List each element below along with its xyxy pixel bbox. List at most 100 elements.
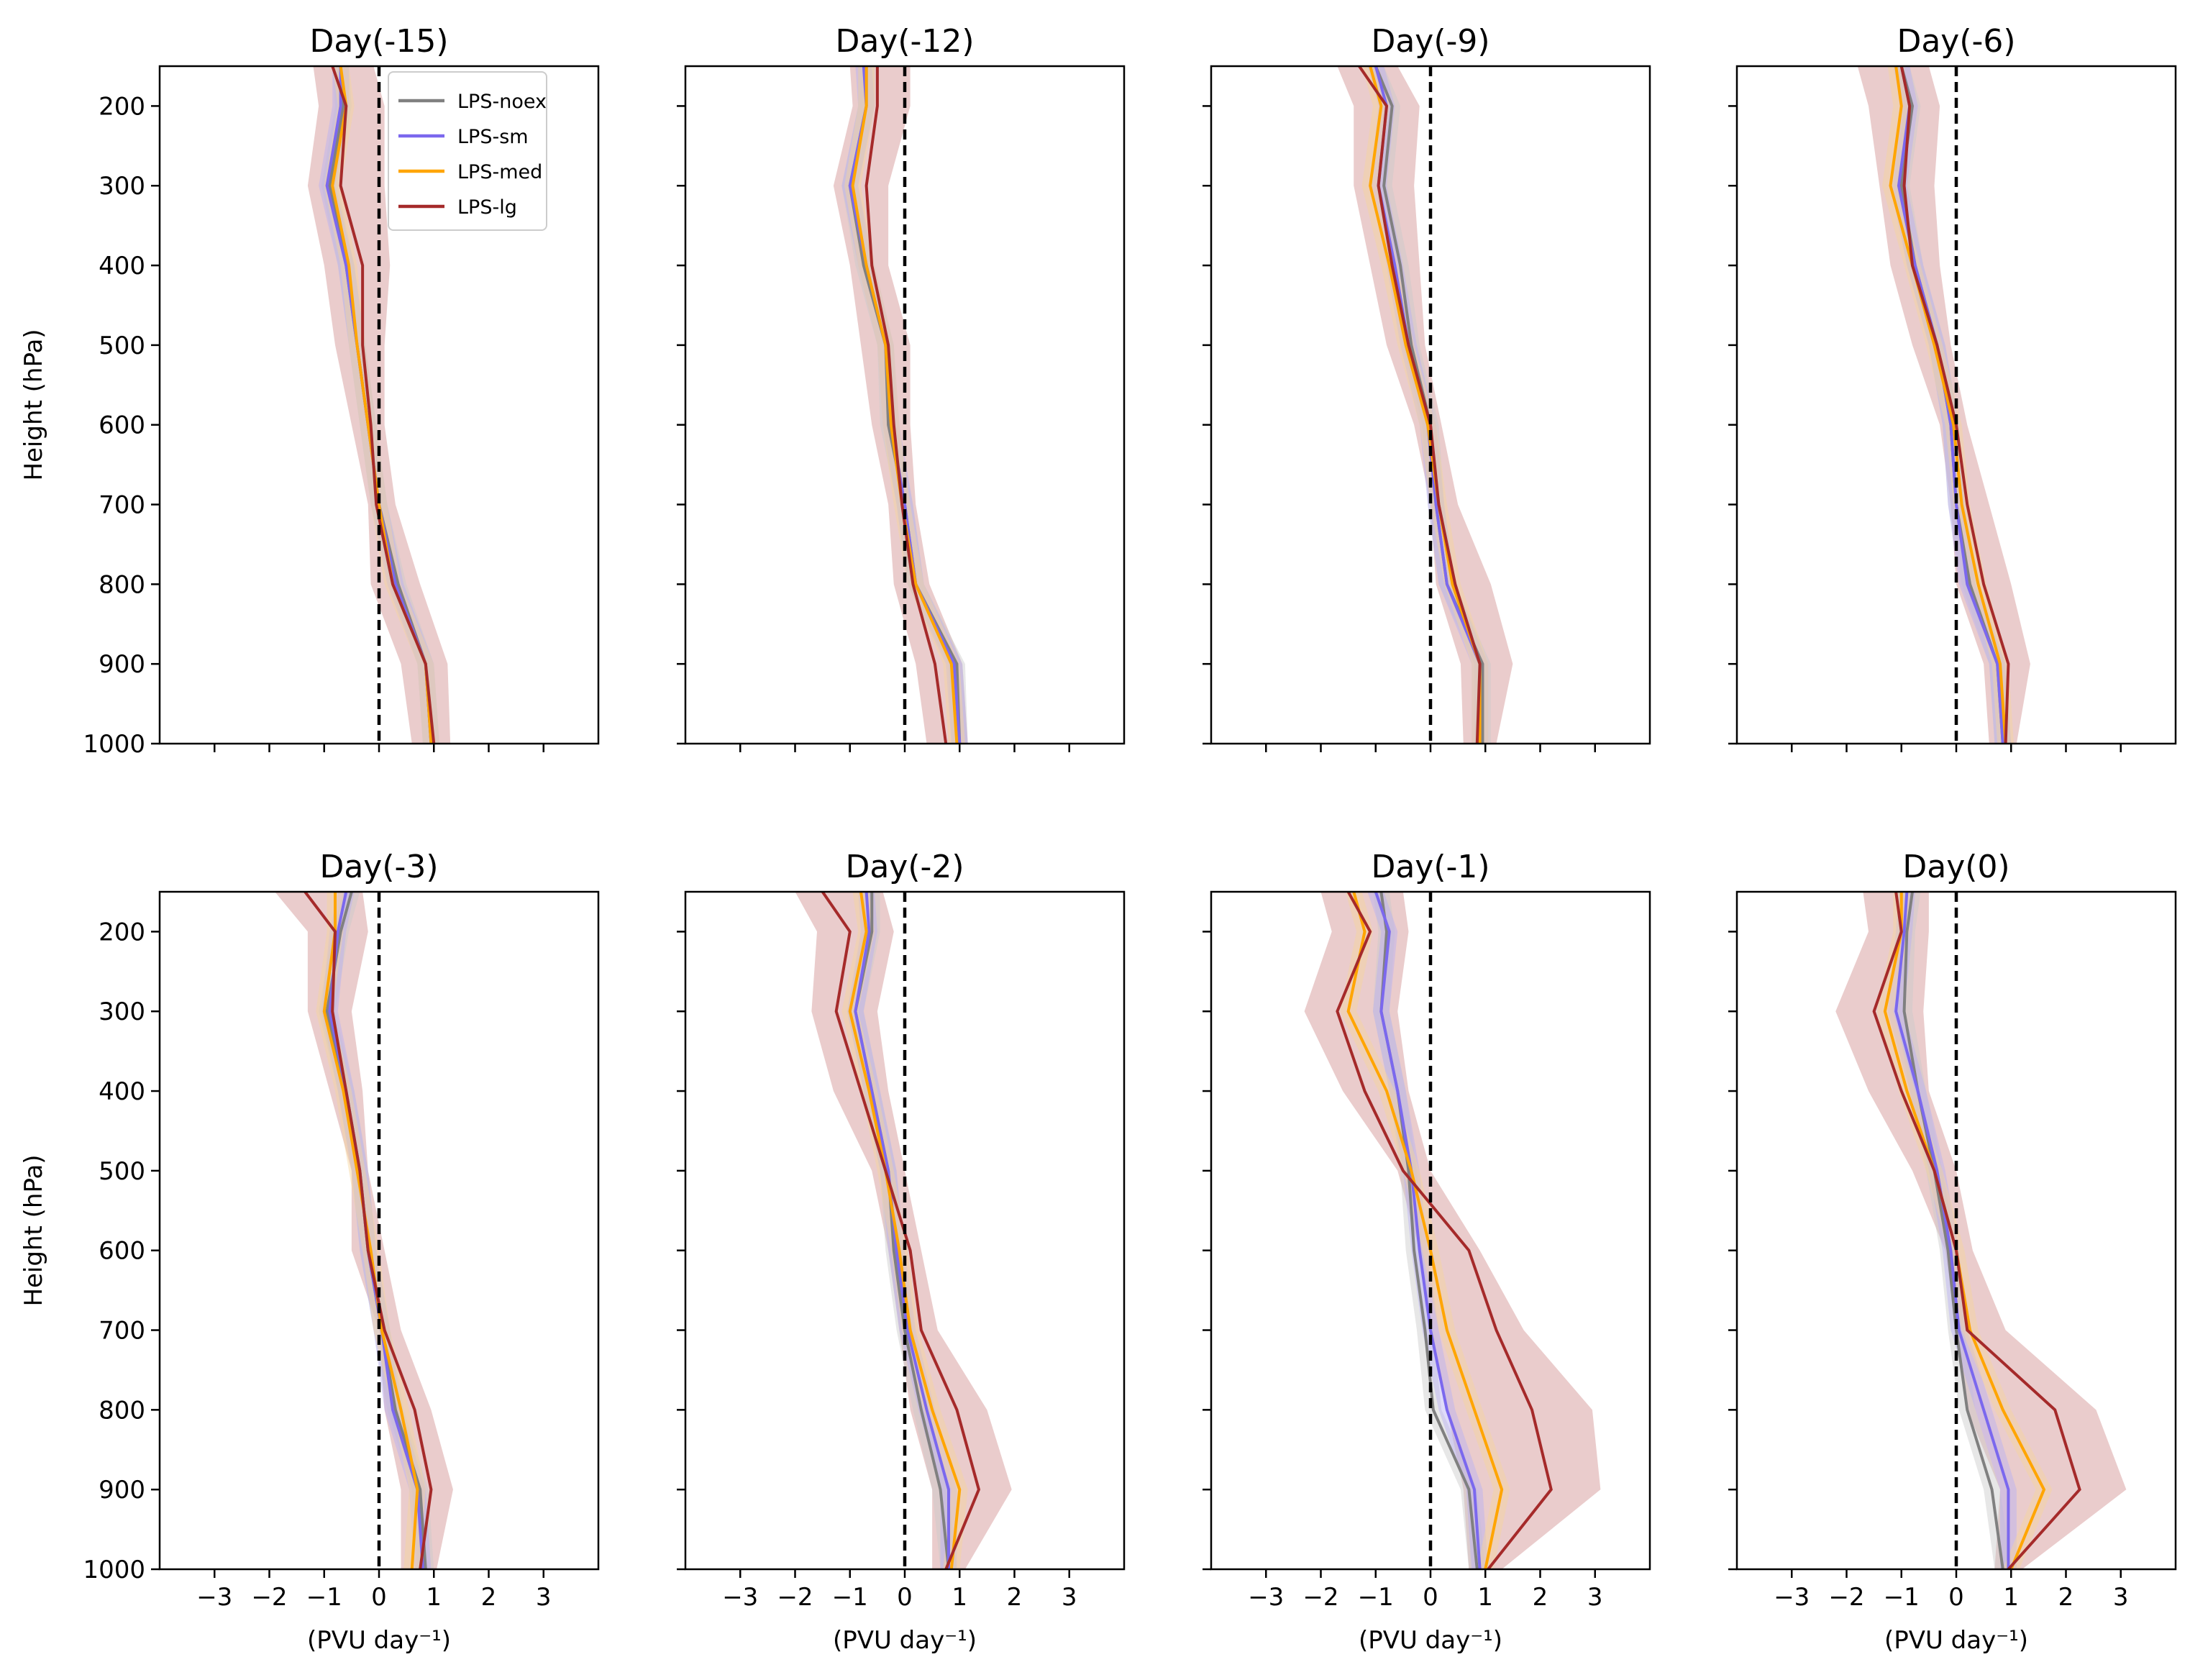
plot-area — [1835, 892, 2127, 1569]
band-lps-sm — [1367, 892, 1489, 1569]
x-tick-label: 1 — [1477, 1583, 1493, 1612]
panel-title: Day(-9) — [1371, 23, 1489, 60]
legend-entry: LPS-noex — [457, 91, 547, 113]
x-axis-label: (PVU day⁻¹) — [833, 1626, 977, 1655]
y-tick-label: 500 — [99, 1157, 145, 1186]
x-tick-label: −3 — [1248, 1583, 1284, 1612]
x-tick-label: −3 — [1774, 1583, 1810, 1612]
x-tick-label: −1 — [1358, 1583, 1394, 1612]
series-line-lps-lg — [1899, 66, 2010, 744]
x-axis-label: (PVU day⁻¹) — [1884, 1626, 2028, 1655]
x-tick-label: −1 — [832, 1583, 868, 1612]
series-line-lps-sm — [1374, 892, 1482, 1569]
y-tick-label: 700 — [99, 1317, 145, 1346]
y-tick-label: 1000 — [83, 730, 145, 759]
x-tick-label: 1 — [2003, 1583, 2019, 1612]
x-tick-label: −2 — [1302, 1583, 1338, 1612]
series-line-lps-med — [851, 66, 959, 744]
y-tick-label: 500 — [99, 332, 145, 360]
x-tick-label: 1 — [426, 1583, 442, 1612]
series-line-lps-lg — [1358, 66, 1482, 744]
panel-6: Day(-2) −3 −2 −1 0 1 2 3 (PVU day⁻¹) — [677, 849, 1126, 1655]
panel-title: Day(-3) — [319, 849, 438, 885]
x-tick-label: −2 — [251, 1583, 287, 1612]
x-tick-label: 2 — [1533, 1583, 1548, 1612]
series-line-lps-med — [848, 892, 962, 1569]
series-line-lps-lg — [864, 66, 948, 744]
panel-1: Day(-15) 200 300 400 500 600 700 800 900 1000 Heig… — [19, 23, 600, 759]
y-tick-label: 700 — [99, 491, 145, 520]
series-line-lps-med — [1346, 892, 1504, 1569]
x-axis-label: (PVU day⁻¹) — [1359, 1626, 1502, 1655]
legend-entry: LPS-lg — [457, 196, 517, 219]
x-tick-label: 3 — [1587, 1583, 1603, 1612]
y-tick-label: 600 — [99, 1237, 145, 1266]
x-tick-label: −3 — [722, 1583, 758, 1612]
y-tick-label: 400 — [99, 1077, 145, 1106]
y-tick-label: 400 — [99, 252, 145, 280]
plot-area — [275, 892, 453, 1569]
series-line-lps-lg — [821, 892, 981, 1569]
x-tick-label: 2 — [481, 1583, 497, 1612]
panel-title: Day(-2) — [845, 849, 964, 885]
panel-5: Day(-3) 200 300 400 500 600 700 800 900 1000 −3 −2−… — [19, 849, 600, 1655]
y-tick-label: 200 — [99, 92, 145, 121]
x-tick-label: 0 — [1423, 1583, 1438, 1612]
y-axis-label: Height (hPa) — [19, 329, 48, 480]
panel-title: Day(-6) — [1897, 23, 2015, 60]
series-line-lps-lg — [1872, 892, 2081, 1569]
panel-3: Day(-9) — [1203, 23, 1651, 752]
y-tick-label: 300 — [99, 172, 145, 201]
x-tick-label: 3 — [2113, 1583, 2129, 1612]
x-tick-label: 0 — [1948, 1583, 1964, 1612]
x-axis-label: (PVU day⁻¹) — [307, 1626, 451, 1655]
plot-area — [833, 66, 968, 744]
panel-title: Day(-1) — [1371, 849, 1489, 885]
series-line-lps-lg — [1336, 892, 1553, 1569]
y-tick-label: 800 — [99, 1396, 145, 1425]
plot-area — [1304, 892, 1601, 1569]
y-tick-label: 600 — [99, 411, 145, 440]
panel-title: Day(0) — [1902, 849, 2009, 885]
uncertainty-band — [275, 892, 453, 1569]
x-tick-label: −3 — [196, 1583, 232, 1612]
panel-2: Day(-12) — [677, 23, 1126, 752]
series-line-lps-lg — [304, 892, 433, 1569]
uncertainty-band — [1857, 66, 2030, 744]
panel-8: Day(0) −3 −2 −1 0 1 2 3 (PVU day⁻¹) — [1728, 849, 2177, 1655]
x-tick-label: −2 — [1828, 1583, 1864, 1612]
legend-entry: LPS-med — [457, 161, 542, 183]
band-lps-med — [841, 892, 968, 1569]
x-tick-label: −2 — [777, 1583, 813, 1612]
series-line-lps-med — [1889, 66, 2007, 744]
x-tick-label: 3 — [536, 1583, 552, 1612]
band-lps-sm — [1367, 66, 1489, 744]
y-axis-label: Height (hPa) — [19, 1154, 48, 1306]
y-tick-label: 800 — [99, 570, 145, 599]
x-tick-label: −1 — [1884, 1583, 1920, 1612]
x-tick-label: 0 — [897, 1583, 913, 1612]
legend-box — [388, 71, 547, 231]
series-line-lps-noex — [1902, 892, 2004, 1569]
y-tick-label: 300 — [99, 998, 145, 1026]
x-tick-label: −1 — [306, 1583, 342, 1612]
x-tick-label: 1 — [952, 1583, 967, 1612]
plot-area — [1337, 66, 1513, 744]
y-tick-label: 900 — [99, 650, 145, 679]
x-tick-label: 0 — [371, 1583, 387, 1612]
panel-7: Day(-1) −3 −2 −1 0 1 2 3 (PVU day⁻¹) — [1203, 849, 1651, 1655]
plot-area — [1857, 66, 2030, 744]
y-tick-label: 200 — [99, 918, 145, 946]
y-tick-label: 900 — [99, 1476, 145, 1505]
uncertainty-band — [833, 66, 968, 744]
legend-entry: LPS-sm — [457, 126, 529, 148]
y-tick-label: 1000 — [83, 1556, 145, 1584]
legend: LPS-noex LPS-sm LPS-med LPS-lg — [388, 71, 547, 231]
panel-title: Day(-15) — [309, 23, 448, 60]
panel-title: Day(-12) — [835, 23, 974, 60]
x-tick-label: 2 — [2058, 1583, 2074, 1612]
band-lps-noex — [847, 892, 957, 1569]
panel-4: Day(-6) — [1728, 23, 2177, 752]
series-line-lps-lg — [331, 66, 436, 744]
